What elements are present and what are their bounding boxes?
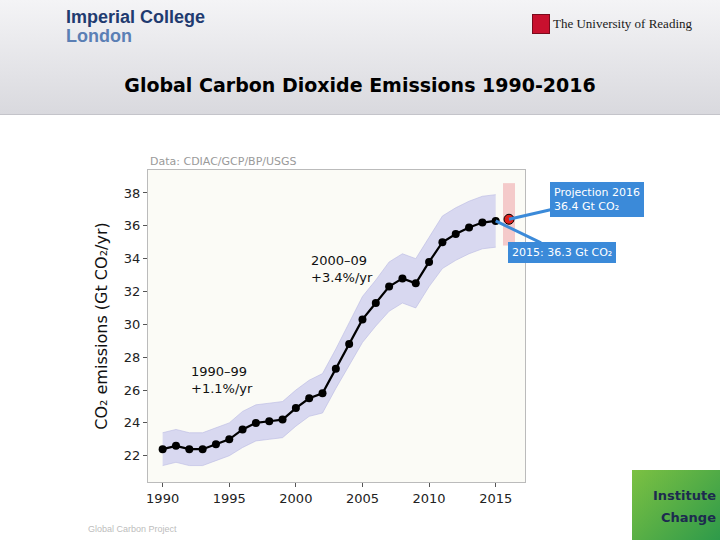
- svg-text:2010: 2010: [413, 491, 446, 506]
- svg-text:1990–99+1.1%/yr: 1990–99+1.1%/yr: [191, 364, 253, 396]
- svg-text:26: 26: [124, 383, 141, 398]
- svg-text:28: 28: [124, 350, 141, 365]
- html-text:London: London: [66, 26, 132, 46]
- svg-text:CO₂ emissions (Gt CO₂/yr): CO₂ emissions (Gt CO₂/yr): [92, 222, 111, 429]
- svg-text:1990: 1990: [146, 491, 179, 506]
- svg-text:24: 24: [124, 415, 141, 430]
- svg-text:2000–09+3.4%/yr: 2000–09+3.4%/yr: [311, 253, 373, 285]
- svg-text:Data: CDIAC/GCP/BP/USGS: Data: CDIAC/GCP/BP/USGS: [150, 155, 297, 168]
- svg-text:2000: 2000: [279, 491, 312, 506]
- svg-text:30: 30: [124, 317, 141, 332]
- html-text:Change: Change: [661, 510, 716, 525]
- html-text:Imperial College: Imperial College: [66, 7, 205, 27]
- svg-text:32: 32: [124, 284, 141, 299]
- svg-text:Projection 201636.4 Gt CO₂: Projection 201636.4 Gt CO₂: [554, 186, 640, 213]
- svg-text:1995: 1995: [213, 491, 246, 506]
- svg-text:36: 36: [124, 218, 141, 233]
- svg-text:22: 22: [124, 448, 141, 463]
- html-text:Institute: Institute: [653, 488, 716, 503]
- html-text:Global Carbon Dioxide Emission: Global Carbon Dioxide Emissions 1990-201…: [124, 74, 596, 96]
- svg-text:2015: 2015: [479, 491, 512, 506]
- html-text:The University of Reading: The University of Reading: [553, 16, 692, 31]
- svg-text:34: 34: [124, 251, 141, 266]
- svg-text:2015: 36.3 Gt CO₂: 2015: 36.3 Gt CO₂: [512, 246, 612, 259]
- html-text:Global Carbon Project: Global Carbon Project: [88, 524, 177, 534]
- svg-text:2005: 2005: [346, 491, 379, 506]
- svg-text:38: 38: [124, 186, 141, 201]
